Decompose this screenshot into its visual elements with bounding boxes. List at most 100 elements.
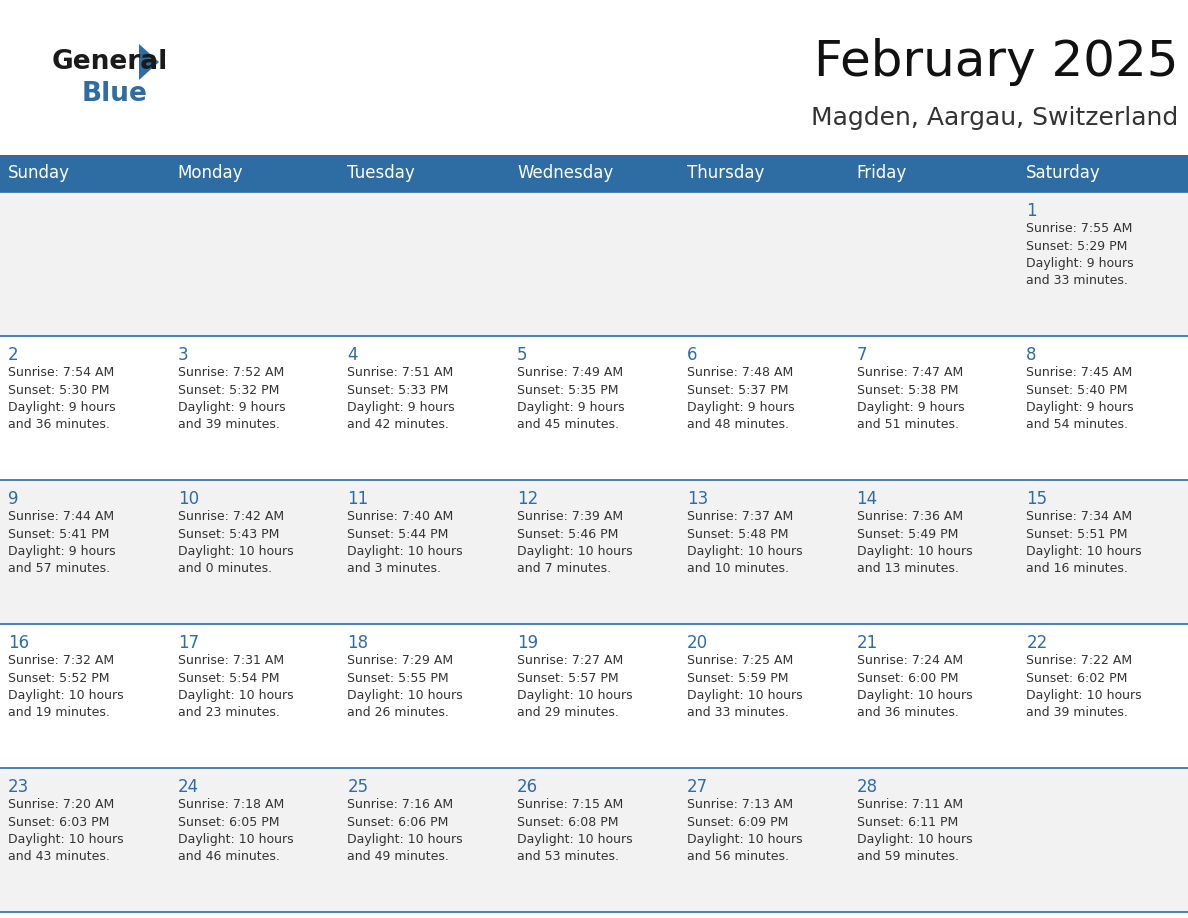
Text: Monday: Monday xyxy=(178,164,244,183)
Text: 21: 21 xyxy=(857,634,878,652)
Text: 7: 7 xyxy=(857,346,867,364)
Text: Sunrise: 7:24 AM
Sunset: 6:00 PM
Daylight: 10 hours
and 36 minutes.: Sunrise: 7:24 AM Sunset: 6:00 PM Dayligh… xyxy=(857,654,972,720)
Bar xyxy=(170,192,340,336)
Text: 28: 28 xyxy=(857,778,878,796)
Text: Thursday: Thursday xyxy=(687,164,764,183)
Bar xyxy=(0,336,170,480)
Text: Sunrise: 7:45 AM
Sunset: 5:40 PM
Daylight: 9 hours
and 54 minutes.: Sunrise: 7:45 AM Sunset: 5:40 PM Dayligh… xyxy=(1026,366,1133,431)
Text: Sunrise: 7:52 AM
Sunset: 5:32 PM
Daylight: 9 hours
and 39 minutes.: Sunrise: 7:52 AM Sunset: 5:32 PM Dayligh… xyxy=(178,366,285,431)
Text: Sunrise: 7:16 AM
Sunset: 6:06 PM
Daylight: 10 hours
and 49 minutes.: Sunrise: 7:16 AM Sunset: 6:06 PM Dayligh… xyxy=(347,798,463,864)
Text: Sunrise: 7:54 AM
Sunset: 5:30 PM
Daylight: 9 hours
and 36 minutes.: Sunrise: 7:54 AM Sunset: 5:30 PM Dayligh… xyxy=(8,366,115,431)
Text: 11: 11 xyxy=(347,490,368,508)
Text: 18: 18 xyxy=(347,634,368,652)
Bar xyxy=(170,480,340,624)
Text: 2: 2 xyxy=(8,346,19,364)
Text: Sunrise: 7:20 AM
Sunset: 6:03 PM
Daylight: 10 hours
and 43 minutes.: Sunrise: 7:20 AM Sunset: 6:03 PM Dayligh… xyxy=(8,798,124,864)
Bar xyxy=(510,192,678,336)
Bar xyxy=(340,480,510,624)
Text: General: General xyxy=(52,49,169,75)
Polygon shape xyxy=(139,44,159,80)
Text: Sunrise: 7:22 AM
Sunset: 6:02 PM
Daylight: 10 hours
and 39 minutes.: Sunrise: 7:22 AM Sunset: 6:02 PM Dayligh… xyxy=(1026,654,1142,720)
Text: 26: 26 xyxy=(517,778,538,796)
Bar xyxy=(0,768,170,912)
Text: Sunrise: 7:15 AM
Sunset: 6:08 PM
Daylight: 10 hours
and 53 minutes.: Sunrise: 7:15 AM Sunset: 6:08 PM Dayligh… xyxy=(517,798,633,864)
Text: February 2025: February 2025 xyxy=(814,38,1178,86)
Text: Saturday: Saturday xyxy=(1026,164,1101,183)
Text: 19: 19 xyxy=(517,634,538,652)
Text: Sunrise: 7:44 AM
Sunset: 5:41 PM
Daylight: 9 hours
and 57 minutes.: Sunrise: 7:44 AM Sunset: 5:41 PM Dayligh… xyxy=(8,510,115,576)
Text: 8: 8 xyxy=(1026,346,1037,364)
Bar xyxy=(340,768,510,912)
Text: 17: 17 xyxy=(178,634,198,652)
FancyBboxPatch shape xyxy=(848,155,1018,192)
Bar xyxy=(848,192,1018,336)
Text: Sunrise: 7:13 AM
Sunset: 6:09 PM
Daylight: 10 hours
and 56 minutes.: Sunrise: 7:13 AM Sunset: 6:09 PM Dayligh… xyxy=(687,798,802,864)
Text: 12: 12 xyxy=(517,490,538,508)
Bar xyxy=(0,480,170,624)
Bar xyxy=(848,336,1018,480)
Bar xyxy=(678,768,848,912)
Text: 3: 3 xyxy=(178,346,189,364)
Text: 27: 27 xyxy=(687,778,708,796)
Text: 23: 23 xyxy=(8,778,30,796)
Text: Sunrise: 7:25 AM
Sunset: 5:59 PM
Daylight: 10 hours
and 33 minutes.: Sunrise: 7:25 AM Sunset: 5:59 PM Dayligh… xyxy=(687,654,802,720)
Bar xyxy=(170,624,340,768)
Text: 10: 10 xyxy=(178,490,198,508)
Text: 5: 5 xyxy=(517,346,527,364)
Bar xyxy=(510,624,678,768)
Bar xyxy=(848,624,1018,768)
Text: Sunrise: 7:34 AM
Sunset: 5:51 PM
Daylight: 10 hours
and 16 minutes.: Sunrise: 7:34 AM Sunset: 5:51 PM Dayligh… xyxy=(1026,510,1142,576)
Bar xyxy=(848,768,1018,912)
Bar xyxy=(1018,768,1188,912)
Text: 1: 1 xyxy=(1026,202,1037,220)
Bar xyxy=(678,336,848,480)
Text: Sunrise: 7:31 AM
Sunset: 5:54 PM
Daylight: 10 hours
and 23 minutes.: Sunrise: 7:31 AM Sunset: 5:54 PM Dayligh… xyxy=(178,654,293,720)
Text: 14: 14 xyxy=(857,490,878,508)
Text: 6: 6 xyxy=(687,346,697,364)
Text: Sunrise: 7:40 AM
Sunset: 5:44 PM
Daylight: 10 hours
and 3 minutes.: Sunrise: 7:40 AM Sunset: 5:44 PM Dayligh… xyxy=(347,510,463,576)
Text: Sunrise: 7:42 AM
Sunset: 5:43 PM
Daylight: 10 hours
and 0 minutes.: Sunrise: 7:42 AM Sunset: 5:43 PM Dayligh… xyxy=(178,510,293,576)
Text: Sunrise: 7:27 AM
Sunset: 5:57 PM
Daylight: 10 hours
and 29 minutes.: Sunrise: 7:27 AM Sunset: 5:57 PM Dayligh… xyxy=(517,654,633,720)
FancyBboxPatch shape xyxy=(1018,155,1188,192)
Bar xyxy=(678,480,848,624)
Bar xyxy=(510,768,678,912)
Text: 15: 15 xyxy=(1026,490,1048,508)
Text: 16: 16 xyxy=(8,634,30,652)
Bar xyxy=(1018,192,1188,336)
Text: Friday: Friday xyxy=(857,164,906,183)
Text: Sunrise: 7:11 AM
Sunset: 6:11 PM
Daylight: 10 hours
and 59 minutes.: Sunrise: 7:11 AM Sunset: 6:11 PM Dayligh… xyxy=(857,798,972,864)
Text: 25: 25 xyxy=(347,778,368,796)
Text: Sunrise: 7:49 AM
Sunset: 5:35 PM
Daylight: 9 hours
and 45 minutes.: Sunrise: 7:49 AM Sunset: 5:35 PM Dayligh… xyxy=(517,366,625,431)
Text: 22: 22 xyxy=(1026,634,1048,652)
Text: Blue: Blue xyxy=(82,81,147,107)
Text: Sunrise: 7:18 AM
Sunset: 6:05 PM
Daylight: 10 hours
and 46 minutes.: Sunrise: 7:18 AM Sunset: 6:05 PM Dayligh… xyxy=(178,798,293,864)
Text: 24: 24 xyxy=(178,778,198,796)
Text: Tuesday: Tuesday xyxy=(347,164,415,183)
Bar xyxy=(340,192,510,336)
Bar xyxy=(1018,624,1188,768)
Text: Wednesday: Wednesday xyxy=(517,164,613,183)
Text: Sunday: Sunday xyxy=(8,164,70,183)
Text: Sunrise: 7:47 AM
Sunset: 5:38 PM
Daylight: 9 hours
and 51 minutes.: Sunrise: 7:47 AM Sunset: 5:38 PM Dayligh… xyxy=(857,366,965,431)
Text: Sunrise: 7:39 AM
Sunset: 5:46 PM
Daylight: 10 hours
and 7 minutes.: Sunrise: 7:39 AM Sunset: 5:46 PM Dayligh… xyxy=(517,510,633,576)
Text: Magden, Aargau, Switzerland: Magden, Aargau, Switzerland xyxy=(810,106,1178,130)
Bar xyxy=(340,336,510,480)
Text: Sunrise: 7:55 AM
Sunset: 5:29 PM
Daylight: 9 hours
and 33 minutes.: Sunrise: 7:55 AM Sunset: 5:29 PM Dayligh… xyxy=(1026,222,1133,287)
Text: 20: 20 xyxy=(687,634,708,652)
Bar xyxy=(1018,336,1188,480)
Text: 9: 9 xyxy=(8,490,19,508)
Text: Sunrise: 7:29 AM
Sunset: 5:55 PM
Daylight: 10 hours
and 26 minutes.: Sunrise: 7:29 AM Sunset: 5:55 PM Dayligh… xyxy=(347,654,463,720)
Bar xyxy=(1018,480,1188,624)
FancyBboxPatch shape xyxy=(0,155,170,192)
Text: Sunrise: 7:51 AM
Sunset: 5:33 PM
Daylight: 9 hours
and 42 minutes.: Sunrise: 7:51 AM Sunset: 5:33 PM Dayligh… xyxy=(347,366,455,431)
FancyBboxPatch shape xyxy=(340,155,510,192)
Bar xyxy=(678,624,848,768)
Bar xyxy=(170,336,340,480)
Bar xyxy=(678,192,848,336)
Bar xyxy=(0,192,170,336)
Bar xyxy=(510,480,678,624)
Text: Sunrise: 7:32 AM
Sunset: 5:52 PM
Daylight: 10 hours
and 19 minutes.: Sunrise: 7:32 AM Sunset: 5:52 PM Dayligh… xyxy=(8,654,124,720)
Bar xyxy=(0,624,170,768)
Text: Sunrise: 7:48 AM
Sunset: 5:37 PM
Daylight: 9 hours
and 48 minutes.: Sunrise: 7:48 AM Sunset: 5:37 PM Dayligh… xyxy=(687,366,795,431)
Text: Sunrise: 7:37 AM
Sunset: 5:48 PM
Daylight: 10 hours
and 10 minutes.: Sunrise: 7:37 AM Sunset: 5:48 PM Dayligh… xyxy=(687,510,802,576)
